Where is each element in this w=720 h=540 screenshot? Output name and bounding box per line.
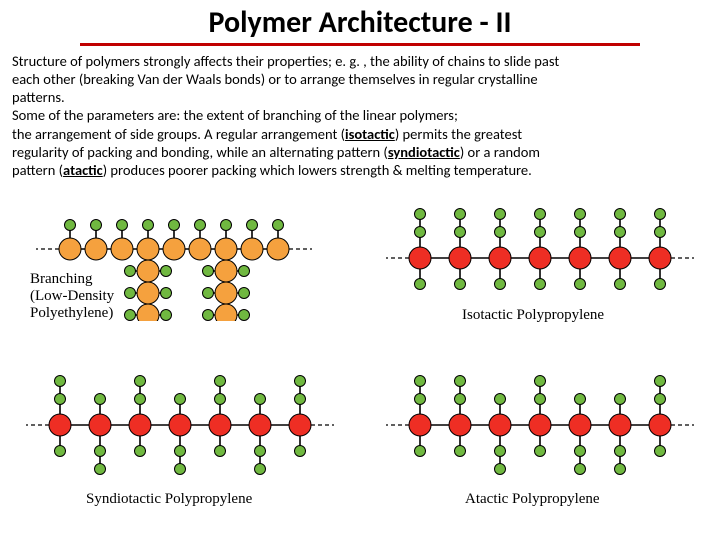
diagram-isotactic (380, 186, 710, 326)
page-title: Polymer Architecture - II (203, 4, 518, 43)
diagram-syndiotactic (20, 361, 360, 511)
caption-isotactic: Isotactic Polypropylene (462, 307, 604, 324)
caption-branching: Branching(Low-DensityPolyethylene) (30, 271, 114, 322)
body-paragraph: Structure of polymers strongly affects t… (0, 48, 720, 181)
diagrams-area: Branching(Low-DensityPolyethylene) Isotac… (0, 181, 720, 521)
title-block: Polymer Architecture - II (0, 0, 720, 46)
title-rule (80, 43, 640, 46)
caption-syndiotactic: Syndiotactic Polypropylene (86, 491, 252, 508)
caption-atactic: Atactic Polypropylene (465, 491, 600, 508)
diagram-atactic (380, 361, 710, 511)
